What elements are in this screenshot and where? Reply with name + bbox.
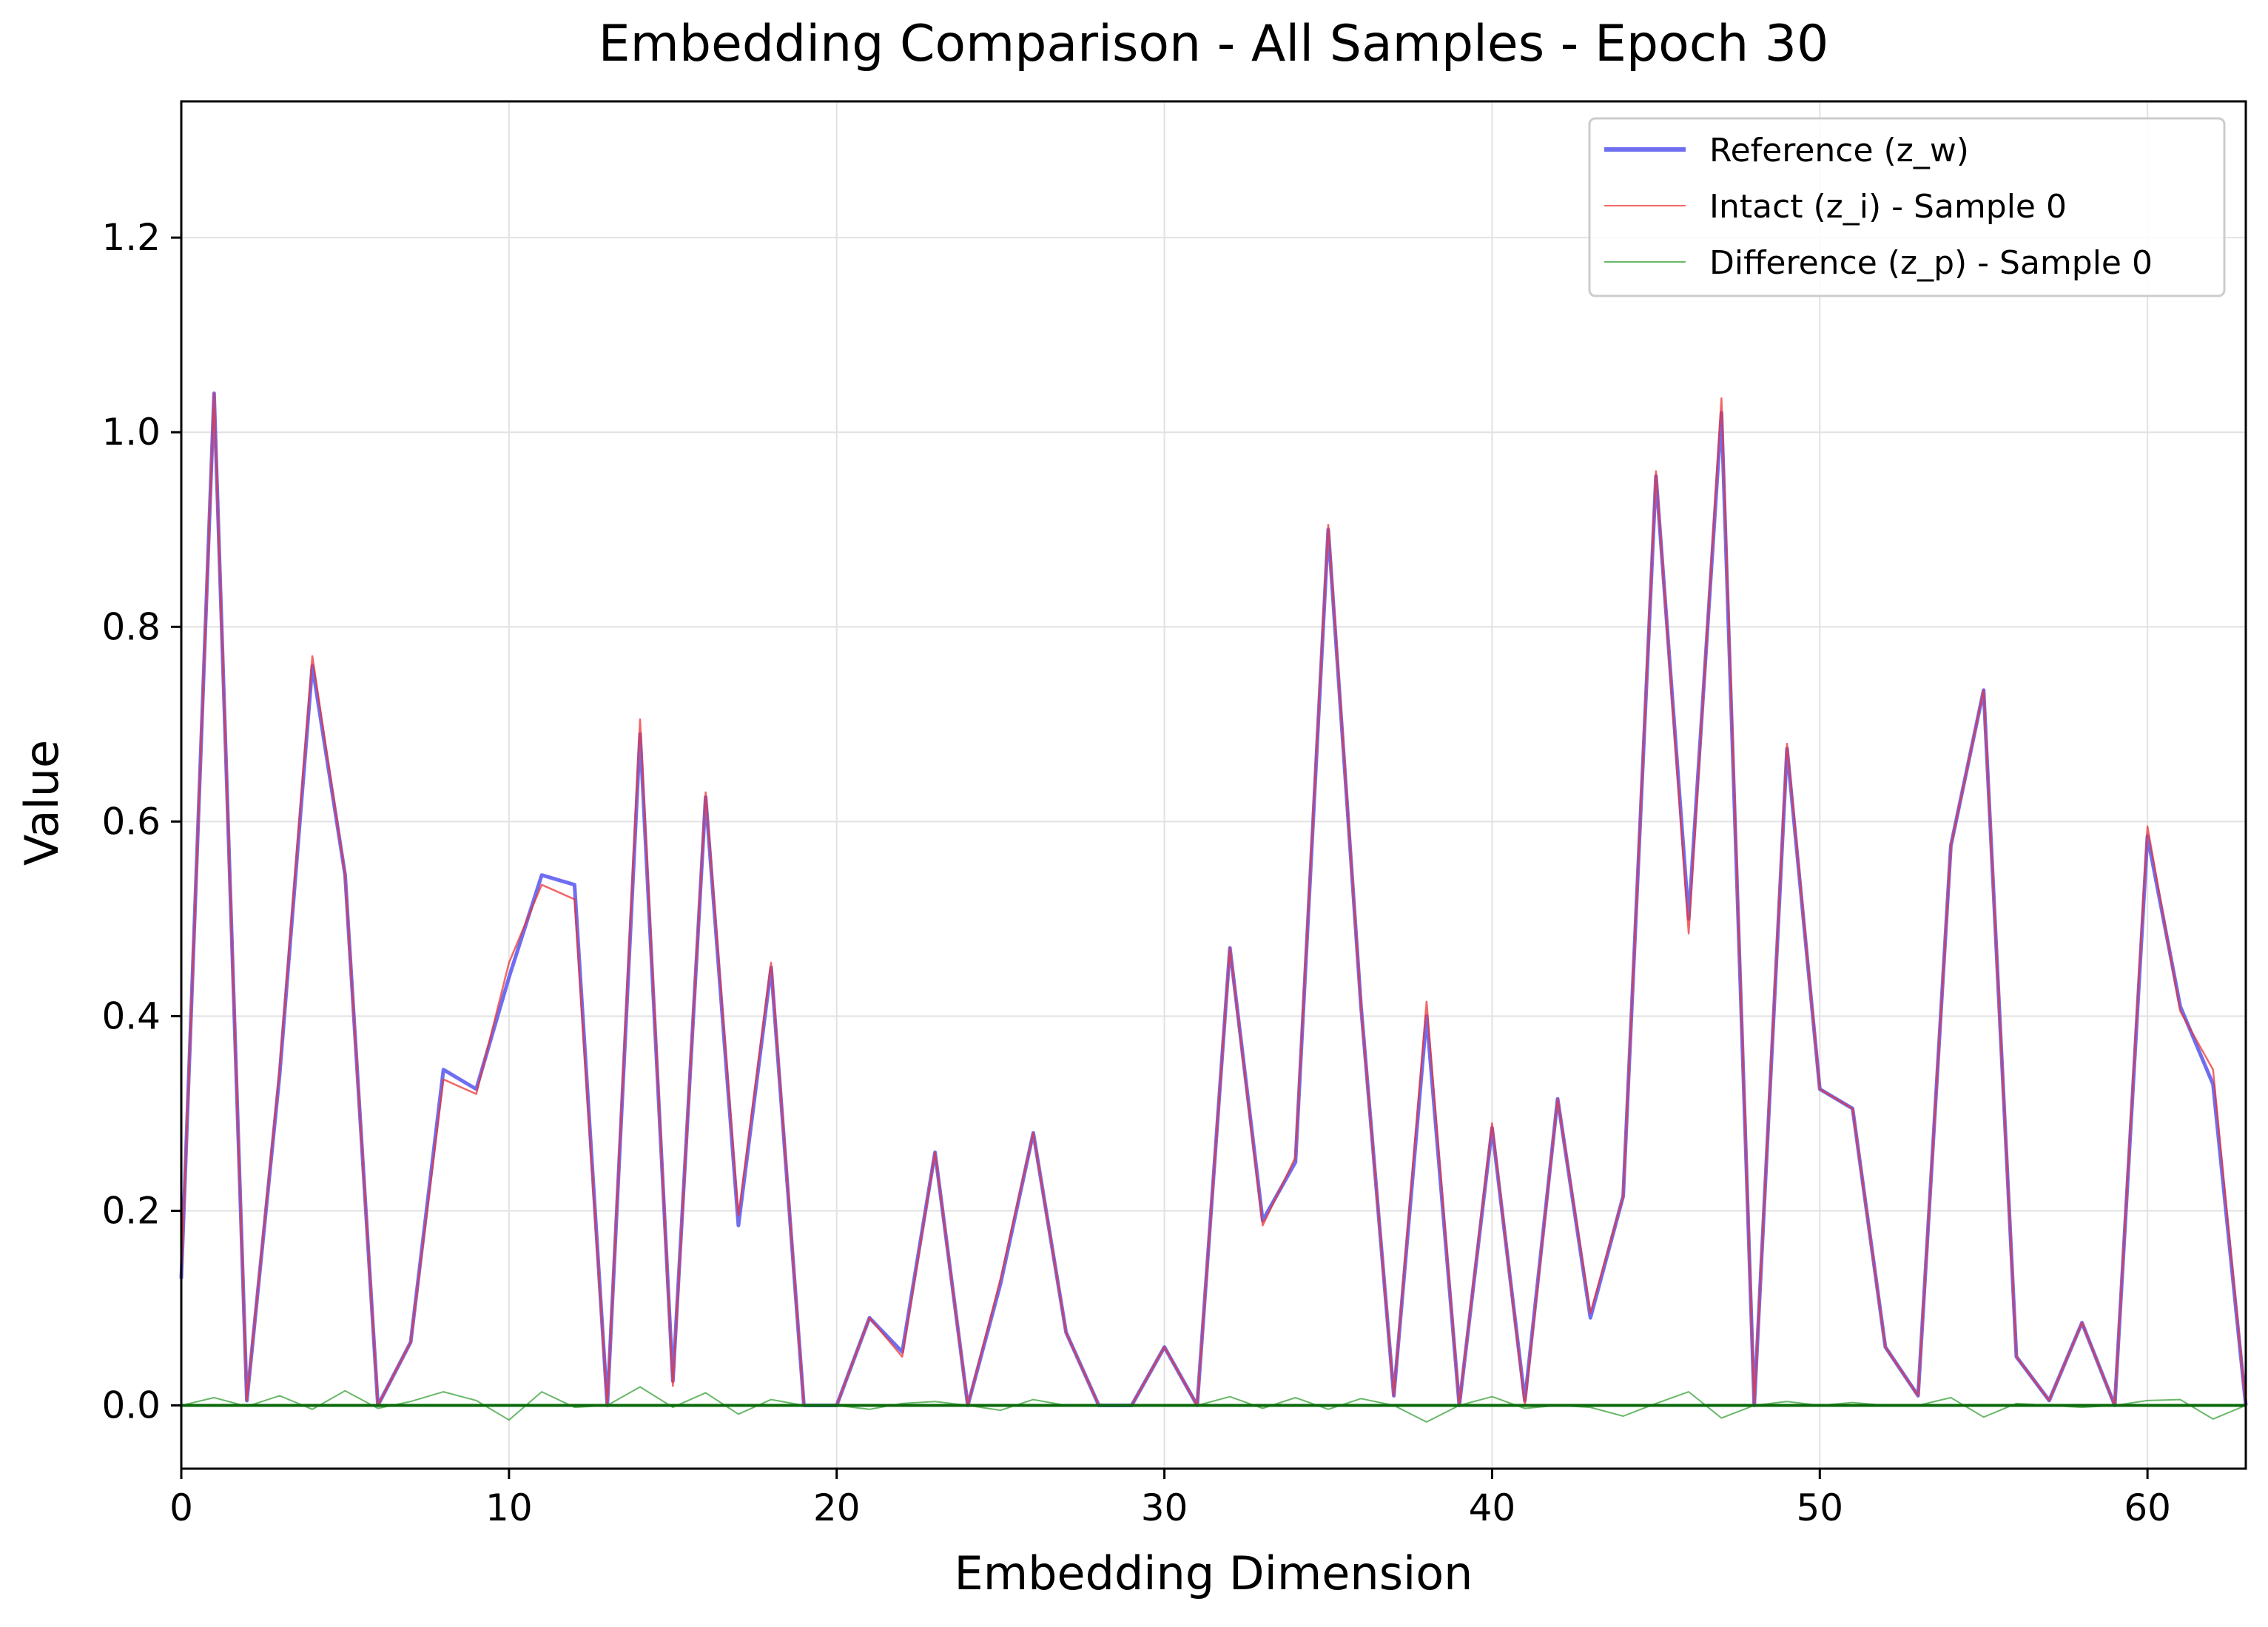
legend: Reference (z_w) Intact (z_i) - Sample 0 …	[1588, 117, 2226, 297]
legend-box	[1588, 117, 2226, 297]
x-axis-label: Embedding Dimension	[955, 1546, 1473, 1600]
y-axis-ticks: 0.0 0.2 0.4 0.6 0.8 1.0 1.2	[101, 216, 181, 1427]
y-tick-label: 0.2	[101, 1189, 161, 1232]
y-tick-label: 1.2	[101, 216, 161, 259]
x-tick-label: 60	[2124, 1486, 2171, 1529]
x-axis-ticks: 0 10 20 30 40 50 60	[169, 1469, 2171, 1529]
grid-lines	[181, 101, 2246, 1469]
y-tick-label: 0.6	[101, 800, 161, 843]
x-tick-label: 50	[1796, 1486, 1843, 1529]
y-tick-label: 0.4	[101, 994, 161, 1037]
legend-label-reference: Reference (z_w)	[1709, 132, 1969, 169]
y-tick-label: 0.0	[101, 1384, 161, 1427]
chart-title: Embedding Comparison - All Samples - Epo…	[599, 15, 1829, 73]
y-axis-label: Value	[15, 740, 69, 866]
y-tick-label: 1.0	[101, 411, 161, 454]
x-tick-label: 40	[1469, 1486, 1516, 1529]
plot-frame	[180, 100, 2247, 1470]
series-layer	[179, 391, 2248, 1423]
series-line-reference	[179, 391, 2248, 1407]
legend-label-difference: Difference (z_p) - Sample 0	[1709, 244, 2153, 282]
legend-label-intact: Intact (z_i) - Sample 0	[1709, 188, 2067, 226]
x-tick-label: 30	[1141, 1486, 1188, 1529]
y-tick-label: 0.8	[101, 605, 161, 648]
x-tick-label: 10	[485, 1486, 533, 1529]
series-line-intact	[180, 392, 2247, 1407]
x-tick-label: 0	[169, 1486, 193, 1529]
x-tick-label: 20	[813, 1486, 861, 1529]
